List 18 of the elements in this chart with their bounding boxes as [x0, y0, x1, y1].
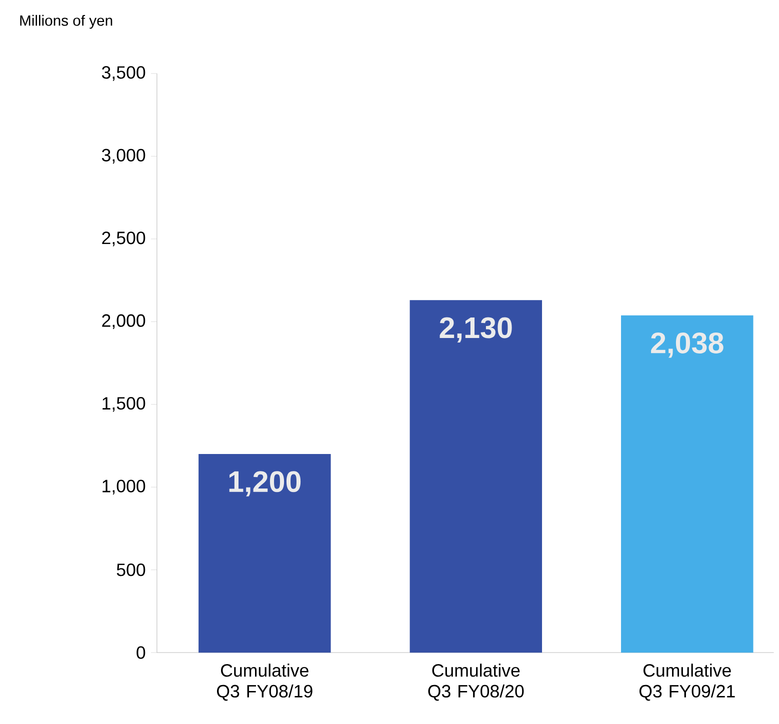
y-tick-label: 2,000 [102, 314, 146, 329]
x-tick-label: Cumulative Q3 FY08/19 [216, 664, 312, 701]
bar [410, 300, 542, 653]
y-tick-label: 3,500 [102, 66, 146, 81]
y-tick-label: 2,500 [102, 232, 146, 246]
y-tick-label: 1,000 [102, 480, 146, 494]
x-tick-label: Cumulative Q3 FY08/20 [428, 664, 524, 701]
data-label: 2,038 [651, 332, 724, 358]
data-label: 2,130 [440, 317, 512, 343]
y-axis-title: Millions of yen [20, 14, 112, 29]
y-tick-label: 1,500 [102, 396, 146, 412]
y-tick-label: 500 [116, 563, 146, 576]
bar [621, 315, 754, 653]
y-tick-label: 3,000 [102, 148, 146, 164]
y-tick-label: 0 [136, 646, 146, 659]
data-label: 1,200 [229, 471, 301, 496]
x-tick-label: Cumulative Q3 FY09/21 [639, 664, 735, 701]
bar [198, 454, 331, 653]
